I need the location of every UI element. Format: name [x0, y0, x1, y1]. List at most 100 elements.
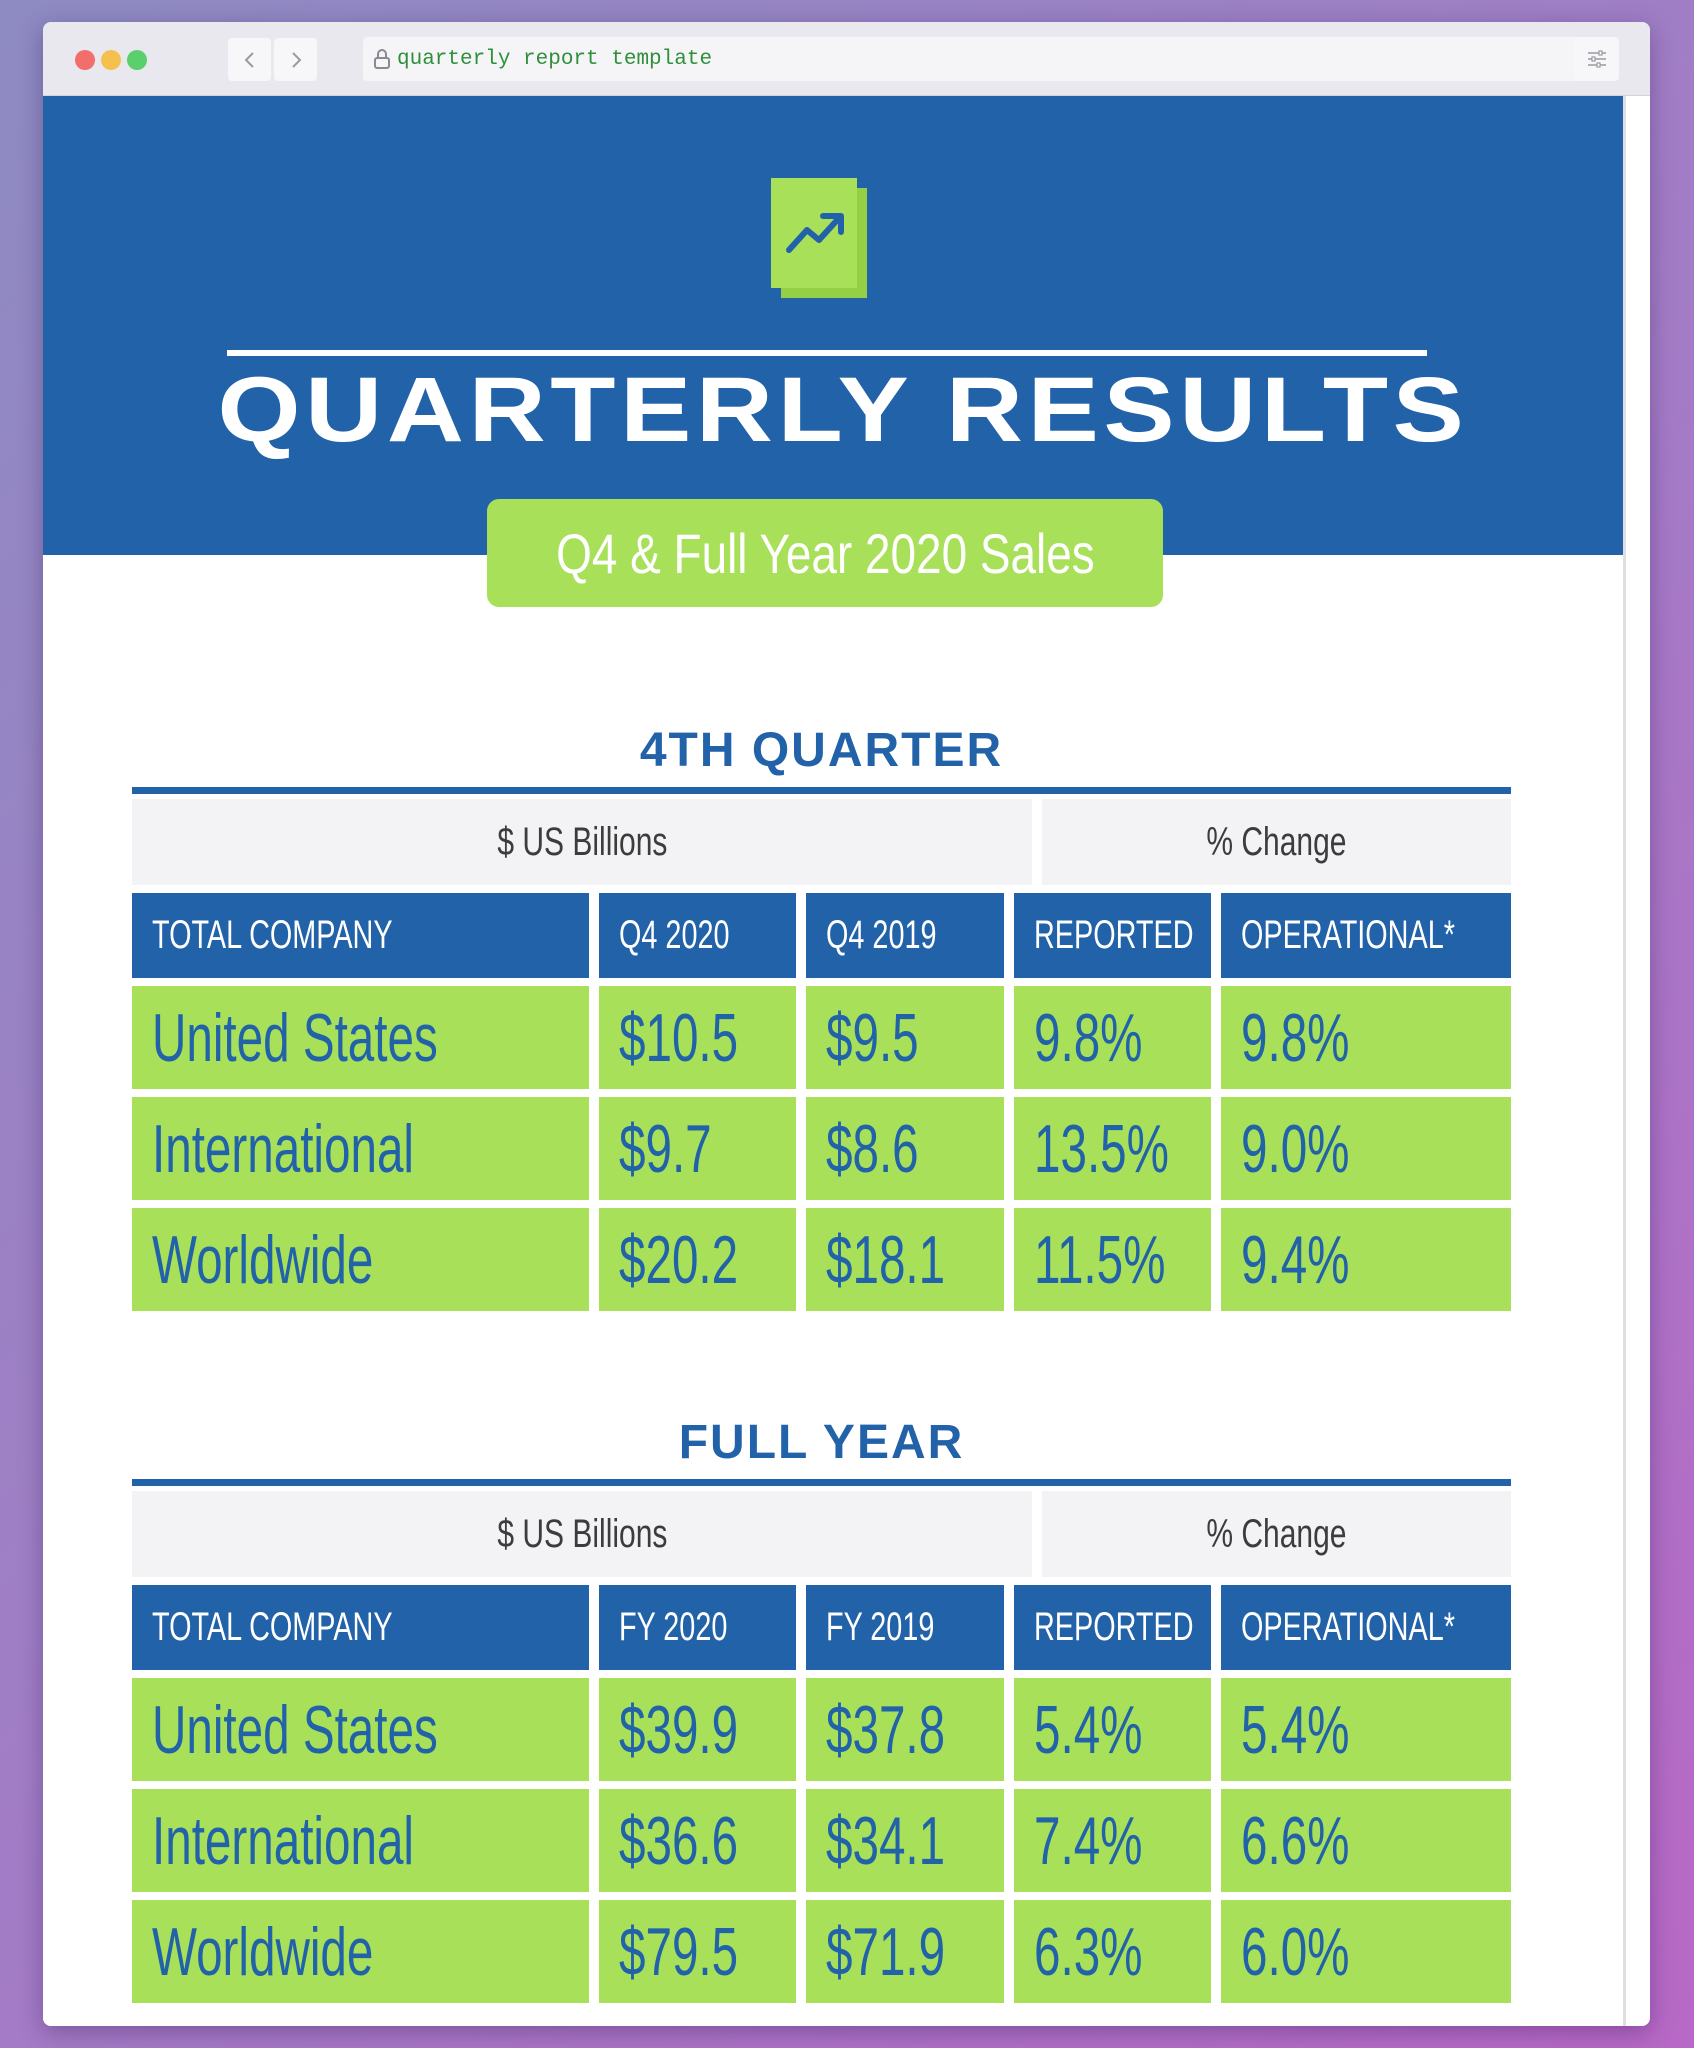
subtitle-text: Q4 & Full Year 2020 Sales [555, 521, 1095, 585]
minimize-window-button[interactable] [101, 50, 121, 70]
table-cell: Worldwide [132, 1900, 589, 2003]
table-cell: $20.2 [599, 1208, 796, 1311]
cell-text: 9.8% [1241, 999, 1350, 1076]
lock-icon [373, 48, 391, 70]
subtitle-badge: Q4 & Full Year 2020 Sales [487, 499, 1163, 607]
back-button[interactable] [228, 38, 271, 81]
cell-text: $20.2 [619, 1221, 739, 1298]
chevron-left-icon [244, 51, 254, 68]
cell-text: 6.6% [1241, 1802, 1350, 1879]
close-window-button[interactable] [75, 50, 95, 70]
column-header: FY 2019 [806, 1585, 1004, 1670]
cell-text: 6.0% [1241, 1913, 1350, 1990]
header-text: REPORTED [1034, 1605, 1194, 1649]
cell-text: $34.1 [826, 1802, 946, 1879]
table-header-row: TOTAL COMPANY FY 2020 FY 2019 REPORTED O… [132, 1585, 1511, 1670]
header-text: Q4 2020 [619, 913, 730, 957]
browser-window: quarterly report template QUARTER [43, 22, 1650, 2026]
cell-text: 6.3% [1034, 1913, 1143, 1990]
cell-text: 9.0% [1241, 1110, 1350, 1187]
url-text: quarterly report template [397, 47, 713, 71]
group-label: $ US Billions [496, 819, 668, 864]
quarter-section: 4TH QUARTER $ US Billions % Change TOTAL… [132, 721, 1511, 1319]
cell-text: $37.8 [826, 1691, 946, 1768]
cell-text: 13.5% [1034, 1110, 1169, 1187]
table-cell: $79.5 [599, 1900, 796, 2003]
cell-text: 9.8% [1034, 999, 1143, 1076]
forward-button[interactable] [274, 38, 317, 81]
header-text: OPERATIONAL* [1241, 913, 1455, 957]
table-cell: $37.8 [806, 1678, 1004, 1781]
header-text: REPORTED [1034, 913, 1194, 957]
cell-text: $39.9 [619, 1691, 739, 1768]
table-cell: $34.1 [806, 1789, 1004, 1892]
table-cell: 9.8% [1014, 986, 1211, 1089]
table-cell: 11.5% [1014, 1208, 1211, 1311]
group-usd-billions: $ US Billions [132, 1491, 1032, 1577]
section-divider [132, 1479, 1511, 1486]
group-usd-billions: $ US Billions [132, 799, 1032, 885]
table-cell: 7.4% [1014, 1789, 1211, 1892]
address-bar[interactable]: quarterly report template [363, 37, 1585, 81]
table-cell: United States [132, 986, 589, 1089]
table-cell: 5.4% [1014, 1678, 1211, 1781]
table-header-row: TOTAL COMPANY Q4 2020 Q4 2019 REPORTED O… [132, 893, 1511, 978]
table-cell: $8.6 [806, 1097, 1004, 1200]
table-cell: 6.3% [1014, 1900, 1211, 2003]
full-year-section: FULL YEAR $ US Billions % Change TOTAL C… [132, 1413, 1511, 2011]
cell-text: 5.4% [1034, 1691, 1143, 1768]
table-row: Worldwide $79.5 $71.9 6.3% 6.0% [132, 1900, 1511, 2003]
cell-text: $9.7 [619, 1110, 712, 1187]
table-cell: $9.7 [599, 1097, 796, 1200]
table-cell: 6.0% [1221, 1900, 1511, 2003]
header-text: OPERATIONAL* [1241, 1605, 1455, 1649]
group-header-row: $ US Billions % Change [132, 799, 1511, 885]
cell-text: $79.5 [619, 1913, 739, 1990]
group-percent-change: % Change [1042, 799, 1511, 885]
cell-text: International [152, 1802, 414, 1879]
header-text: Q4 2019 [826, 913, 937, 957]
table-row: United States $10.5 $9.5 9.8% 9.8% [132, 986, 1511, 1089]
column-header: REPORTED [1014, 893, 1211, 978]
title-rule [227, 350, 1427, 356]
settings-menu-button[interactable] [1574, 37, 1619, 81]
browser-toolbar: quarterly report template [43, 22, 1650, 96]
hero-banner: QUARTERLY RESULTS [43, 96, 1623, 555]
table-cell: $36.6 [599, 1789, 796, 1892]
header-text: TOTAL COMPANY [152, 1605, 393, 1649]
cell-text: $10.5 [619, 999, 739, 1076]
chevron-right-icon [291, 51, 301, 68]
quarter-heading: 4TH QUARTER [639, 724, 1004, 777]
group-label: $ US Billions [496, 1511, 668, 1556]
table-cell: $71.9 [806, 1900, 1004, 2003]
full-year-table: TOTAL COMPANY FY 2020 FY 2019 REPORTED O… [132, 1585, 1511, 2003]
table-row: International $9.7 $8.6 13.5% 9.0% [132, 1097, 1511, 1200]
cell-text: United States [152, 1691, 438, 1768]
cell-text: 9.4% [1241, 1221, 1350, 1298]
cell-text: Worldwide [152, 1913, 374, 1990]
table-cell: 5.4% [1221, 1678, 1511, 1781]
table-cell: International [132, 1789, 589, 1892]
table-cell: $10.5 [599, 986, 796, 1089]
page-title: QUARTERLY RESULTS [217, 359, 1469, 461]
cell-text: $9.5 [826, 999, 919, 1076]
table-cell: 13.5% [1014, 1097, 1211, 1200]
full-year-heading: FULL YEAR [678, 1416, 965, 1469]
quarter-table: TOTAL COMPANY Q4 2020 Q4 2019 REPORTED O… [132, 893, 1511, 1311]
column-header: Q4 2019 [806, 893, 1004, 978]
maximize-window-button[interactable] [127, 50, 147, 70]
table-cell: 9.0% [1221, 1097, 1511, 1200]
cell-text: United States [152, 999, 438, 1076]
table-row: International $36.6 $34.1 7.4% 6.6% [132, 1789, 1511, 1892]
column-header: OPERATIONAL* [1221, 1585, 1511, 1670]
column-header: OPERATIONAL* [1221, 893, 1511, 978]
table-cell: United States [132, 1678, 589, 1781]
column-header: TOTAL COMPANY [132, 1585, 589, 1670]
table-cell: Worldwide [132, 1208, 589, 1311]
column-header: TOTAL COMPANY [132, 893, 589, 978]
cell-text: 7.4% [1034, 1802, 1143, 1879]
group-percent-change: % Change [1042, 1491, 1511, 1577]
table-cell: $39.9 [599, 1678, 796, 1781]
cell-text: International [152, 1110, 414, 1187]
cell-text: $71.9 [826, 1913, 946, 1990]
